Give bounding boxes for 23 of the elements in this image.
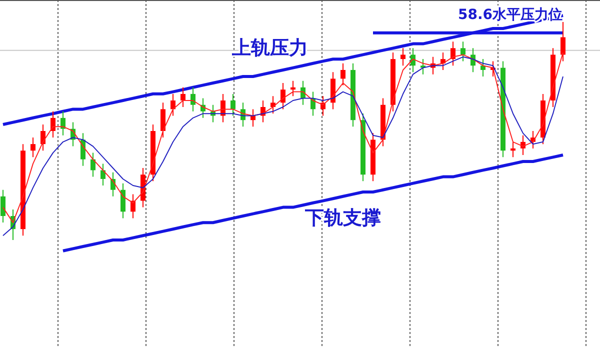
candlestick xyxy=(60,110,66,136)
candlestick xyxy=(480,58,486,77)
candlestick xyxy=(190,86,196,112)
candlestick xyxy=(100,163,106,186)
candlestick xyxy=(510,141,516,158)
candlestick xyxy=(340,62,346,86)
candlestick xyxy=(230,93,236,116)
candlestick xyxy=(0,189,6,224)
candlestick xyxy=(120,182,126,219)
candlestick xyxy=(450,41,456,66)
annotation: 上轨压力 xyxy=(231,37,308,59)
candlestick xyxy=(30,137,36,158)
candlestick xyxy=(280,82,286,110)
candlestick xyxy=(170,93,176,116)
candlestick xyxy=(560,22,566,62)
candlestick xyxy=(160,102,166,138)
candlestick xyxy=(410,48,416,73)
candlestick xyxy=(460,41,466,62)
candlestick xyxy=(290,80,296,97)
annotation: 下轨支撑 xyxy=(304,207,381,229)
candlestick xyxy=(250,108,256,128)
candlestick xyxy=(180,86,186,108)
candlestick xyxy=(400,48,406,66)
